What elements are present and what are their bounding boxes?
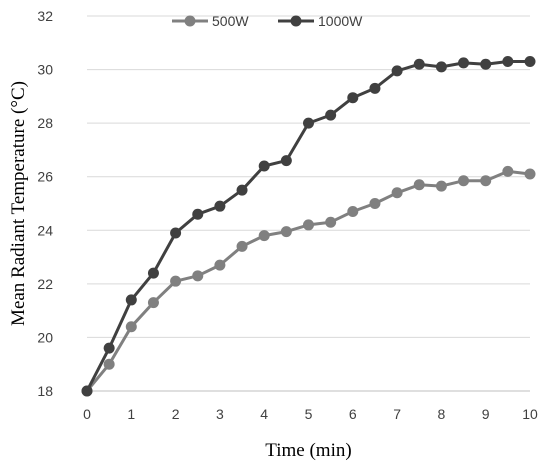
x-tick-label: 7 <box>393 406 401 422</box>
series-1000W <box>81 56 536 397</box>
data-point <box>502 165 514 177</box>
data-point <box>303 219 314 231</box>
data-point <box>280 155 292 167</box>
data-point <box>458 57 470 69</box>
y-tick-label: 32 <box>37 8 53 24</box>
data-point <box>81 385 93 397</box>
y-tick-label: 26 <box>37 169 53 185</box>
x-tick-label: 10 <box>522 406 538 422</box>
series-group <box>81 56 536 397</box>
data-point <box>192 270 204 282</box>
legend-swatch-marker <box>184 15 196 27</box>
data-point <box>369 82 381 94</box>
data-point <box>413 179 425 191</box>
data-point <box>236 184 248 196</box>
data-point <box>502 56 514 68</box>
x-tick-label: 9 <box>482 406 490 422</box>
data-point <box>391 187 403 199</box>
y-tick-label: 20 <box>37 329 53 345</box>
data-point <box>280 226 292 238</box>
legend-item: 1000W <box>278 13 363 29</box>
data-point <box>103 358 115 370</box>
x-tick-label: 3 <box>216 406 224 422</box>
data-point <box>524 168 536 180</box>
data-point <box>170 275 182 287</box>
x-tick-label: 0 <box>83 406 91 422</box>
y-tick-label: 22 <box>37 276 53 292</box>
y-tick-label: 30 <box>37 62 53 78</box>
data-point <box>413 58 425 70</box>
data-point <box>214 259 226 271</box>
y-tick-label: 28 <box>37 115 53 131</box>
legend-item: 500W <box>172 13 249 29</box>
data-point <box>435 180 447 192</box>
data-point <box>103 342 115 354</box>
data-point <box>192 208 204 220</box>
y-axis-ticks: 18 20 22 24 26 28 30 32 <box>37 8 53 399</box>
x-tick-label: 4 <box>260 406 268 422</box>
data-point <box>325 216 337 228</box>
data-point <box>391 65 403 77</box>
data-point <box>480 58 492 70</box>
legend: 500W 1000W <box>172 13 363 29</box>
data-point <box>524 56 536 68</box>
data-point <box>435 61 447 73</box>
legend-swatch-marker <box>290 15 302 27</box>
data-point <box>458 175 470 187</box>
data-point <box>258 160 270 172</box>
x-axis-ticks: 0 1 2 3 4 5 6 7 8 9 10 <box>83 406 538 422</box>
data-point <box>170 227 182 239</box>
data-point <box>147 297 159 309</box>
data-point <box>480 175 492 187</box>
x-tick-label: 2 <box>172 406 180 422</box>
data-point <box>303 117 314 129</box>
y-tick-label: 24 <box>37 222 53 238</box>
data-point <box>325 109 337 121</box>
series-500W <box>81 165 536 397</box>
x-tick-label: 5 <box>305 406 313 422</box>
x-tick-label: 8 <box>438 406 446 422</box>
x-axis-title: Time (min) <box>265 440 351 461</box>
data-point <box>347 92 359 104</box>
data-point <box>236 240 248 252</box>
data-point <box>125 321 137 333</box>
data-point <box>214 200 226 212</box>
series-line <box>85 169 531 392</box>
y-axis-title: Mean Radiant Temperature (°C) <box>8 81 29 326</box>
y-tick-label: 18 <box>37 383 53 399</box>
data-point <box>125 294 137 306</box>
x-tick-label: 6 <box>349 406 357 422</box>
data-point <box>369 198 381 209</box>
x-tick-label: 1 <box>127 406 135 422</box>
legend-label: 500W <box>212 13 249 29</box>
data-point <box>147 267 159 279</box>
data-point <box>347 206 359 218</box>
legend-label: 1000W <box>318 13 363 29</box>
data-point <box>258 230 270 242</box>
